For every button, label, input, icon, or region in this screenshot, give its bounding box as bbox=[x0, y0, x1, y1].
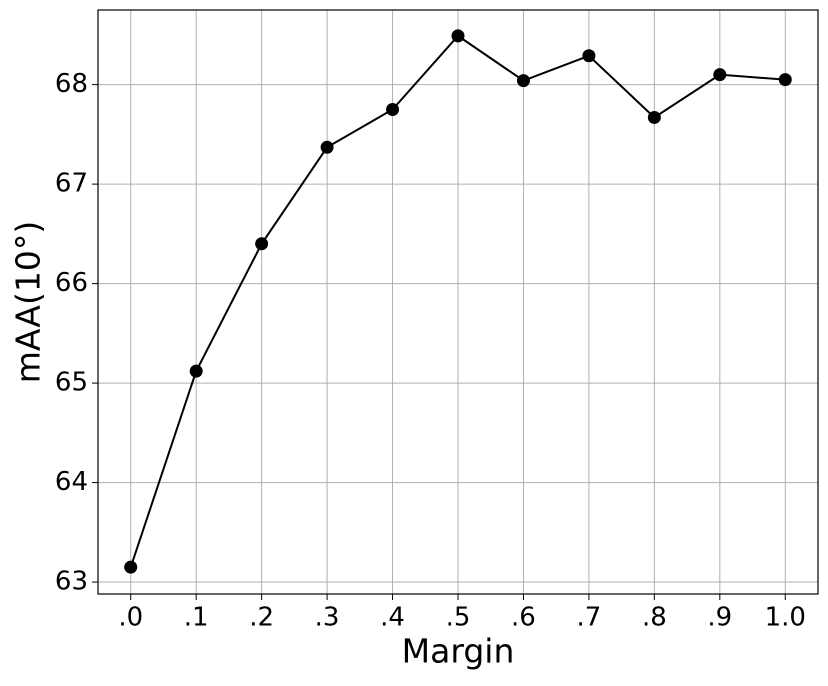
x-axis-label: Margin bbox=[402, 632, 515, 671]
marker bbox=[320, 140, 334, 154]
marker bbox=[124, 560, 138, 574]
x-tick-label: .0 bbox=[118, 603, 143, 633]
marker bbox=[713, 68, 727, 82]
x-tick-label: .6 bbox=[511, 603, 536, 633]
marker bbox=[516, 74, 530, 88]
y-axis-label: mAA(10°) bbox=[9, 221, 48, 383]
y-tick-label: 67 bbox=[55, 169, 88, 199]
y-tick-label: 68 bbox=[55, 69, 88, 99]
x-tick-label: .4 bbox=[380, 603, 405, 633]
x-tick-label: .7 bbox=[577, 603, 602, 633]
x-tick-label: 1.0 bbox=[765, 603, 806, 633]
marker bbox=[582, 49, 596, 63]
x-tick-label: .3 bbox=[315, 603, 340, 633]
marker bbox=[189, 364, 203, 378]
x-tick-label: .1 bbox=[184, 603, 209, 633]
x-tick-label: .5 bbox=[446, 603, 471, 633]
y-tick-label: 65 bbox=[55, 368, 88, 398]
marker bbox=[647, 110, 661, 124]
x-tick-label: .9 bbox=[707, 603, 732, 633]
x-tick-label: .2 bbox=[249, 603, 274, 633]
y-tick-label: 66 bbox=[55, 268, 88, 298]
y-tick-label: 64 bbox=[55, 467, 88, 497]
marker bbox=[386, 102, 400, 116]
x-tick-label: .8 bbox=[642, 603, 667, 633]
marker bbox=[778, 73, 792, 87]
y-tick-label: 63 bbox=[55, 567, 88, 597]
marker bbox=[255, 237, 269, 251]
marker bbox=[451, 29, 465, 43]
plot-frame bbox=[97, 9, 819, 595]
